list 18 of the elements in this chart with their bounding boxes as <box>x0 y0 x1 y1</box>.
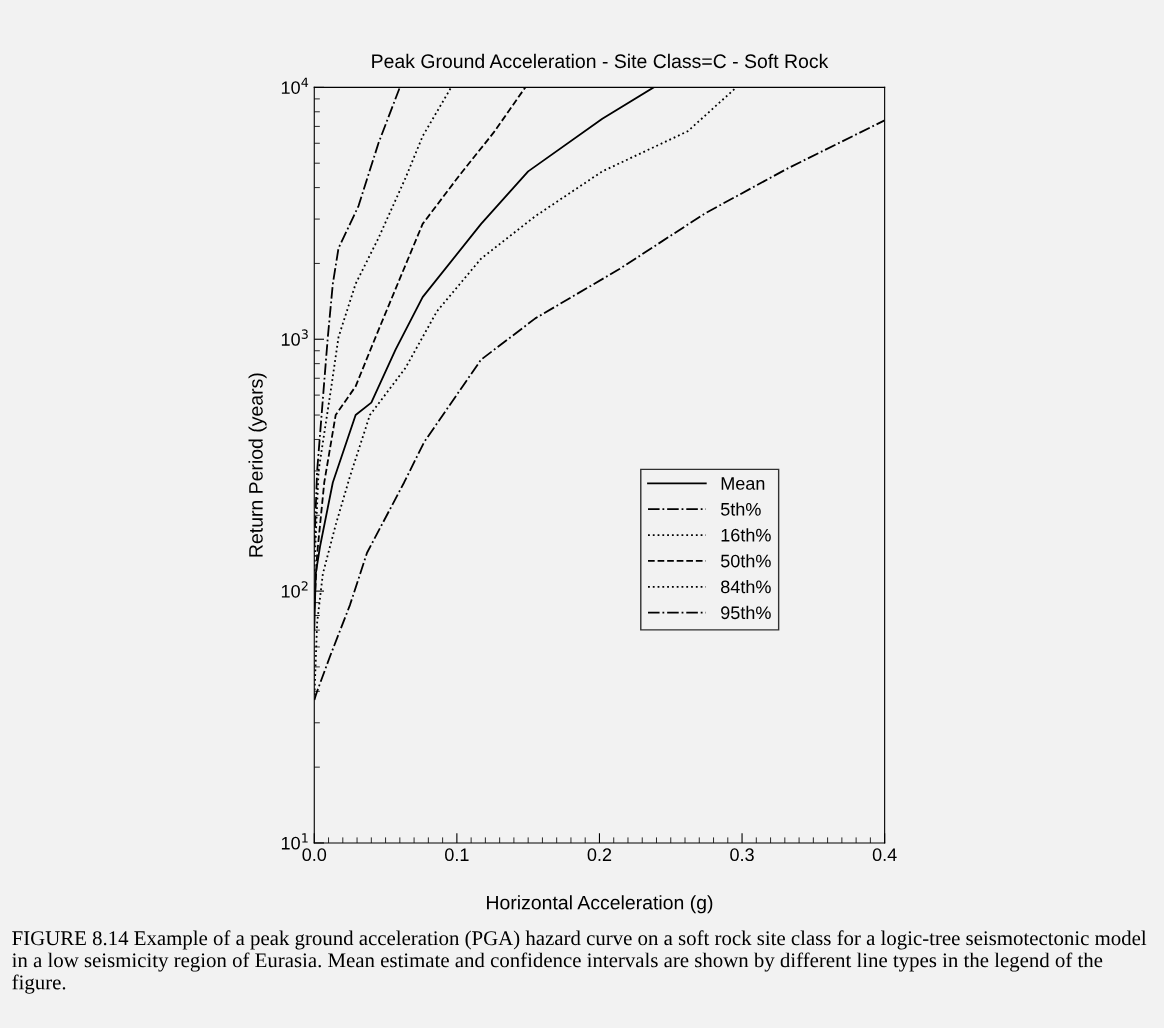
legend-label: 16th% <box>721 528 771 542</box>
caption: FIGURE 8.14 Example of a peak ground acceleration (PGA) hazard curve on a soft rock site class for a logic-tree seismotectonic model in a low seismicity region of Eurasia. Mean estimate and confidence intervals are shown by different line types in the legend of the figure. <box>12 930 1147 994</box>
legend-label: Mean <box>721 477 765 490</box>
legend-label: 84th% <box>721 580 771 594</box>
y-tick-label: 10$^{2}$ <box>281 581 308 598</box>
y-axis-title: Return Period (years) <box>248 373 267 557</box>
x-axis-title: Horizontal Acceleration (g) <box>487 895 713 914</box>
x-tick-label: 0.1 <box>445 848 469 862</box>
chart-title: Peak Ground Acceleration - Site Class=C - Soft Rock <box>372 53 829 69</box>
legend-label: 5th% <box>720 502 761 516</box>
x-tick-label: 0.2 <box>587 848 612 862</box>
legend-label: 95th% <box>721 605 771 620</box>
x-tick-label: 0.0 <box>302 848 327 862</box>
x-tick-label: 0.3 <box>730 848 754 862</box>
x-tick-label: 0.4 <box>872 848 897 862</box>
y-tick-label: 10$^{3}$ <box>281 329 308 346</box>
y-tick-label: 10$^{4}$ <box>281 77 309 94</box>
legend-label: 50th% <box>720 554 771 568</box>
